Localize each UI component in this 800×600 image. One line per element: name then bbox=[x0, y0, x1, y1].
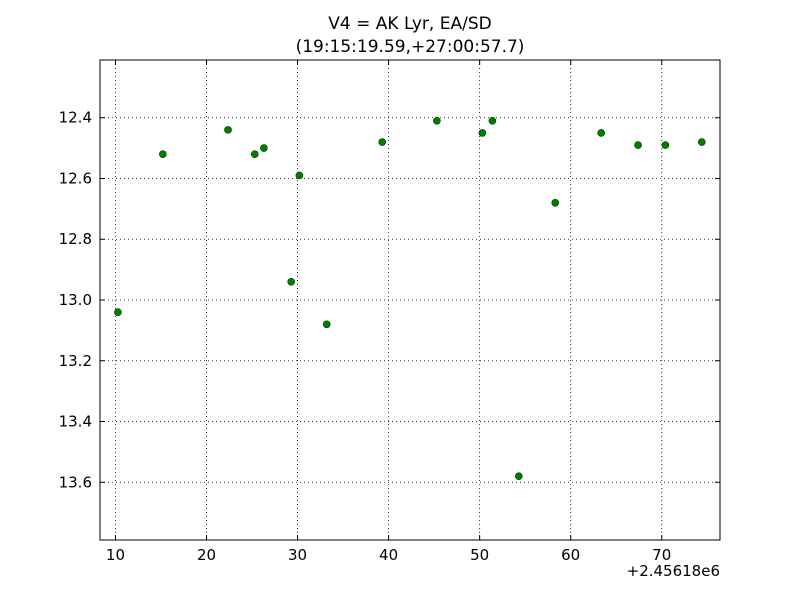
y-tick-label: 13.2 bbox=[59, 352, 92, 370]
point bbox=[597, 129, 605, 137]
point bbox=[159, 150, 167, 158]
y-tick-label: 12.4 bbox=[59, 109, 92, 127]
point bbox=[697, 138, 706, 146]
x-tick-label: 40 bbox=[379, 546, 398, 564]
point bbox=[224, 126, 232, 134]
y-tick-label: 13.6 bbox=[59, 473, 92, 491]
point bbox=[114, 308, 122, 316]
y-tick-label: 12.8 bbox=[59, 230, 92, 248]
x-tick-label: 20 bbox=[197, 546, 216, 564]
x-offset-label: +2.45618e6 bbox=[627, 562, 720, 580]
point bbox=[250, 150, 259, 158]
point bbox=[488, 116, 497, 125]
chart-title: V4 = AK Lyr, EA/SD bbox=[328, 14, 491, 34]
x-tick-label: 30 bbox=[288, 546, 307, 564]
point bbox=[478, 129, 487, 137]
y-tick-label: 12.6 bbox=[59, 169, 92, 187]
point bbox=[322, 320, 331, 329]
chart-subtitle: (19:15:19.59,+27:00:57.7) bbox=[296, 37, 525, 57]
x-tick-label: 70 bbox=[652, 546, 671, 564]
x-tick-label: 60 bbox=[561, 546, 580, 564]
x-tick-label: 50 bbox=[470, 546, 489, 564]
point bbox=[634, 141, 642, 149]
point bbox=[551, 198, 560, 207]
point bbox=[433, 116, 441, 125]
y-tick-label: 13.4 bbox=[59, 413, 92, 431]
point bbox=[514, 472, 523, 481]
x-tick-label: 10 bbox=[106, 546, 125, 564]
point bbox=[661, 141, 670, 149]
plot-frame bbox=[99, 59, 721, 541]
point bbox=[378, 138, 387, 146]
point bbox=[287, 277, 295, 286]
point bbox=[295, 171, 304, 180]
point bbox=[260, 144, 268, 152]
y-tick-label: 13.0 bbox=[59, 291, 92, 309]
